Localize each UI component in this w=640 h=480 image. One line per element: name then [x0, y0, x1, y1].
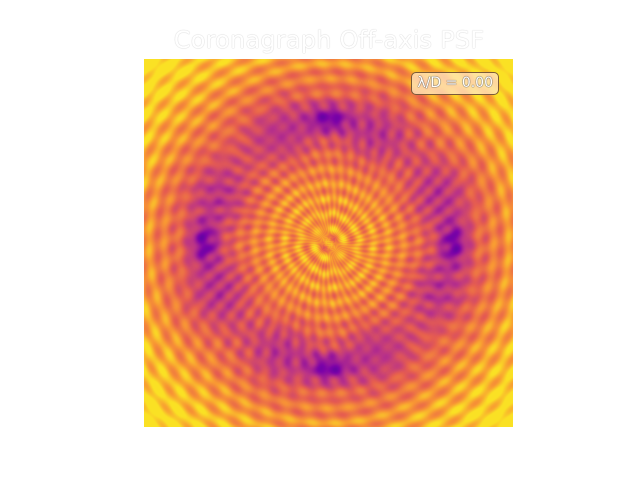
offset-annotation-box: λ/D = 0.00	[411, 72, 499, 95]
psf-heatmap-image	[144, 59, 513, 427]
psf-image-panel: λ/D = 0.00	[144, 59, 513, 427]
figure-title: Coronagraph Off-axis PSF	[173, 26, 485, 54]
